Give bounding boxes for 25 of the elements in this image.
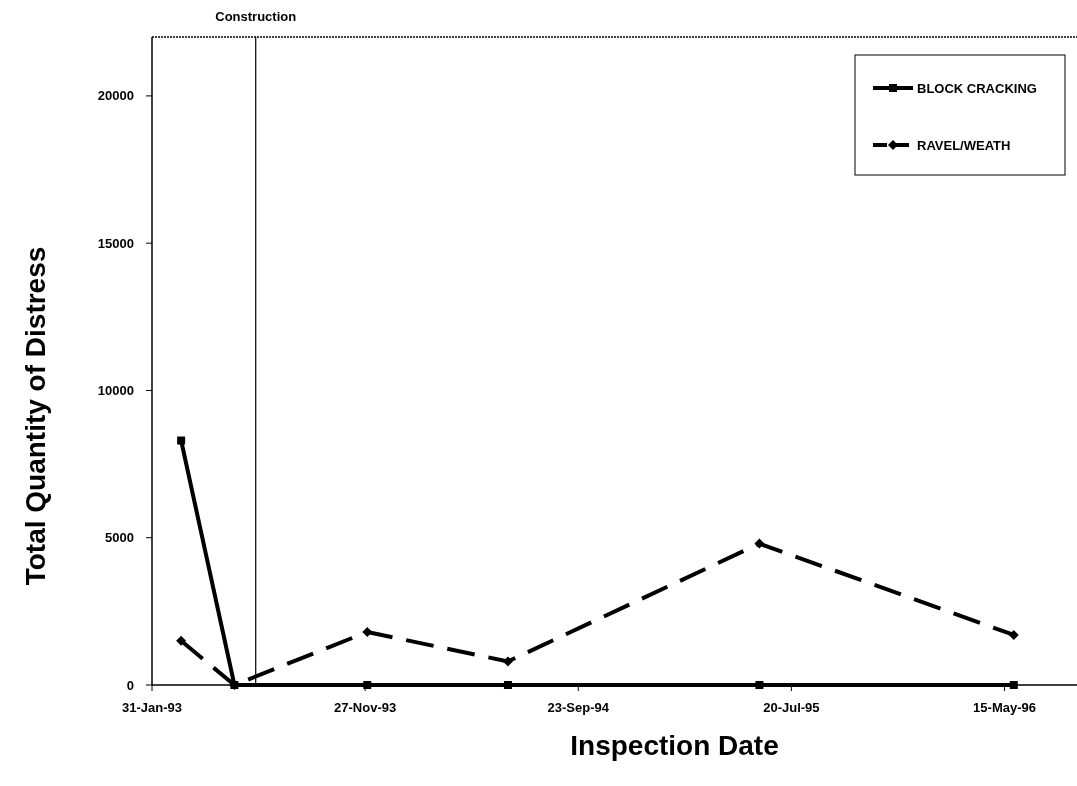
point [1008, 629, 1019, 640]
point [503, 681, 512, 689]
point [177, 436, 186, 445]
point [754, 538, 765, 549]
y-tick-label: 15000 [97, 235, 134, 251]
y-tick-label: 5000 [105, 530, 134, 546]
y-tick-label: 10000 [97, 383, 134, 398]
x-axis-title: Inspection Date [570, 730, 779, 761]
y-tick-label: 0 [126, 677, 134, 693]
ref-line-label: Construction [215, 9, 297, 24]
x-tick-label: 23-Sep-94 [547, 700, 610, 715]
x-tick-label: 31-Jan-93 [122, 700, 182, 715]
legend-label: RAVEL/WEATH [917, 137, 1011, 153]
point [362, 626, 373, 637]
point [755, 681, 764, 689]
x-tick-label: 15-May-96 [973, 700, 1036, 715]
x-tick-label: 20-Jul-95 [763, 700, 820, 715]
legend-label: BLOCK CRACKING [917, 80, 1037, 96]
y-axis-title: Total Quantity of Distress [20, 246, 51, 586]
x-tick-label: 27-Nov-93 [334, 700, 397, 715]
point [363, 681, 372, 689]
y-tick-label: 20000 [97, 88, 134, 104]
point [1009, 681, 1018, 689]
point [502, 656, 513, 667]
point [176, 635, 187, 646]
